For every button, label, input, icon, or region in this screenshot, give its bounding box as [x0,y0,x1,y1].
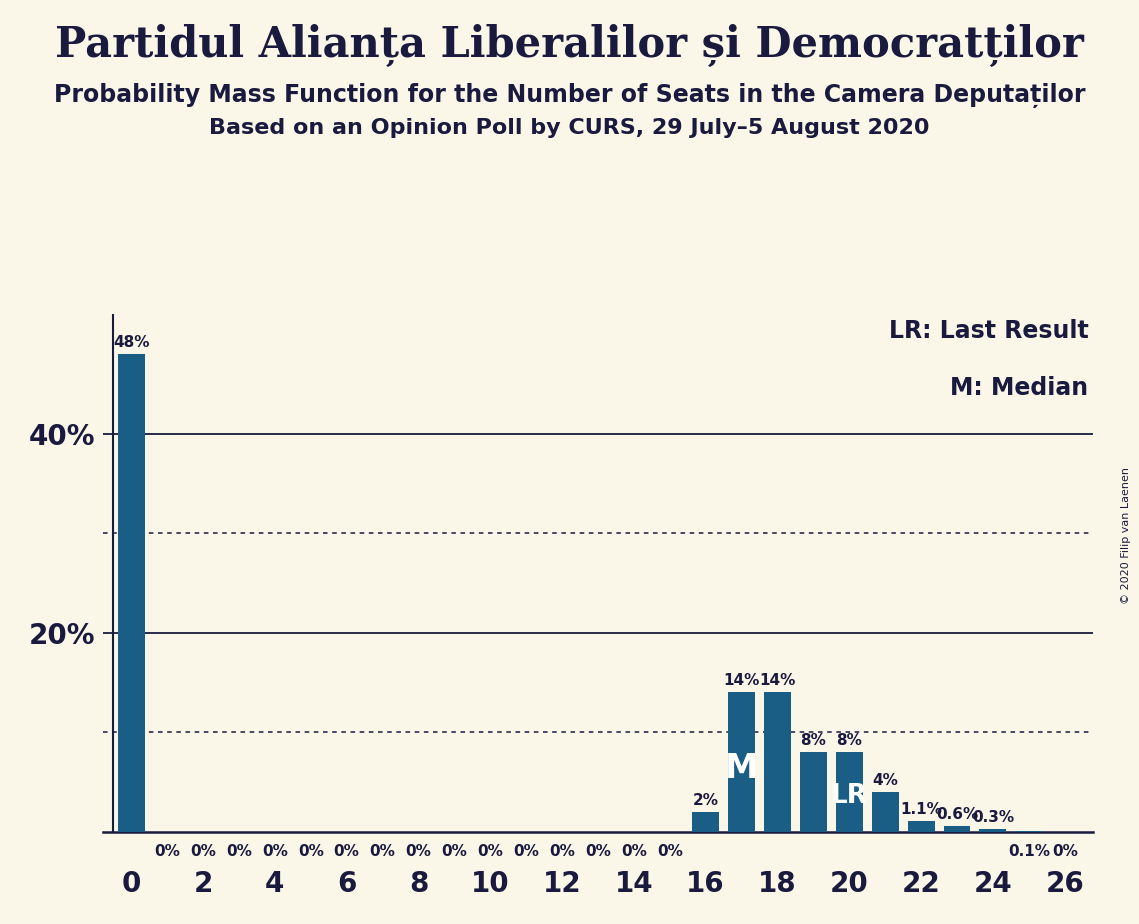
Bar [117,354,145,832]
Bar [943,826,970,832]
Text: 0%: 0% [297,844,323,858]
Bar [871,792,899,832]
Text: 8%: 8% [836,733,862,748]
Bar [800,752,827,832]
Text: LR: LR [830,783,868,808]
Bar [764,692,790,832]
Bar [693,811,719,832]
Text: 0%: 0% [549,844,575,858]
Text: 0%: 0% [154,844,180,858]
Text: © 2020 Filip van Laenen: © 2020 Filip van Laenen [1121,468,1131,604]
Text: 0%: 0% [262,844,288,858]
Bar [980,829,1007,832]
Bar [1015,831,1042,832]
Text: 0%: 0% [190,844,216,858]
Text: 0%: 0% [226,844,252,858]
Text: M: M [724,752,759,785]
Text: 0%: 0% [657,844,682,858]
Text: 14%: 14% [723,674,760,688]
Text: 0%: 0% [442,844,467,858]
Bar [836,752,862,832]
Text: 0%: 0% [405,844,432,858]
Text: 8%: 8% [801,733,826,748]
Text: 2%: 2% [693,793,719,808]
Text: 14%: 14% [760,674,796,688]
Text: Based on an Opinion Poll by CURS, 29 July–5 August 2020: Based on an Opinion Poll by CURS, 29 Jul… [210,118,929,139]
Text: LR: Last Result: LR: Last Result [888,320,1089,344]
Text: 0%: 0% [514,844,539,858]
Text: Probability Mass Function for the Number of Seats in the Camera Deputaților: Probability Mass Function for the Number… [54,83,1085,108]
Text: 0%: 0% [334,844,360,858]
Text: 0%: 0% [477,844,503,858]
Text: 0.1%: 0.1% [1008,844,1050,858]
Text: 0%: 0% [370,844,395,858]
Text: M: Median: M: Median [950,376,1089,400]
Text: 0.6%: 0.6% [936,807,978,821]
Bar [728,692,755,832]
Text: 0.3%: 0.3% [972,809,1014,824]
Text: 0%: 0% [621,844,647,858]
Text: 48%: 48% [113,335,149,350]
Text: 4%: 4% [872,772,899,788]
Text: Partidul Alianța Liberalilor și Democratților: Partidul Alianța Liberalilor și Democrat… [55,23,1084,66]
Text: 1.1%: 1.1% [900,802,942,817]
Text: 0%: 0% [585,844,611,858]
Text: 0%: 0% [1051,844,1077,858]
Bar [908,821,935,832]
